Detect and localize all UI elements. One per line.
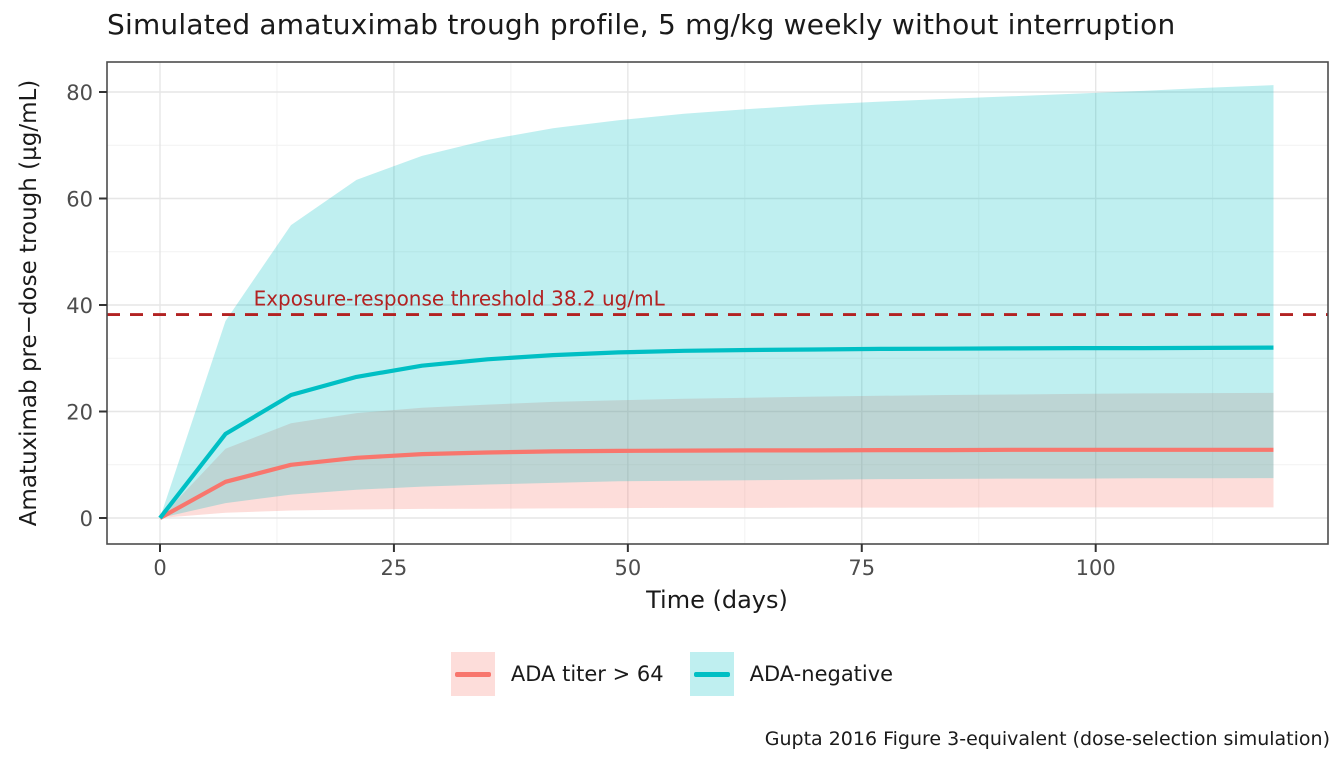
legend-item-ada-negative: ADA-negative: [689, 652, 894, 696]
legend-swatch-ada-positive: [450, 652, 495, 696]
legend-swatch-ada-negative: [689, 652, 734, 696]
x-tick-label: 0: [153, 556, 166, 580]
x-tick-label: 50: [614, 556, 641, 580]
x-tick-label: 25: [381, 556, 408, 580]
y-tick-label: 80: [66, 81, 93, 105]
legend-item-ada-positive: ADA titer > 64: [450, 652, 664, 696]
x-axis-title: Time (days): [646, 586, 788, 614]
y-tick-label: 40: [66, 294, 93, 318]
legend-label-ada-positive: ADA titer > 64: [510, 662, 664, 686]
x-tick-label: 100: [1076, 556, 1116, 580]
caption: Gupta 2016 Figure 3-equivalent (dose-sel…: [764, 728, 1330, 750]
legend-label-ada-negative: ADA-negative: [749, 662, 894, 686]
threshold-annotation: Exposure-response threshold 38.2 ug/mL: [254, 287, 666, 311]
legend: ADA titer > 64 ADA-negative: [0, 652, 1344, 696]
chart-title: Simulated amatuximab trough profile, 5 m…: [107, 8, 1176, 41]
legend-keyline-icon: [454, 671, 491, 677]
x-tick-label: 75: [848, 556, 875, 580]
legend-keyline-icon: [693, 671, 730, 677]
y-tick-label: 60: [66, 188, 93, 212]
y-tick-label: 0: [80, 507, 93, 531]
y-tick-label: 20: [66, 401, 93, 425]
